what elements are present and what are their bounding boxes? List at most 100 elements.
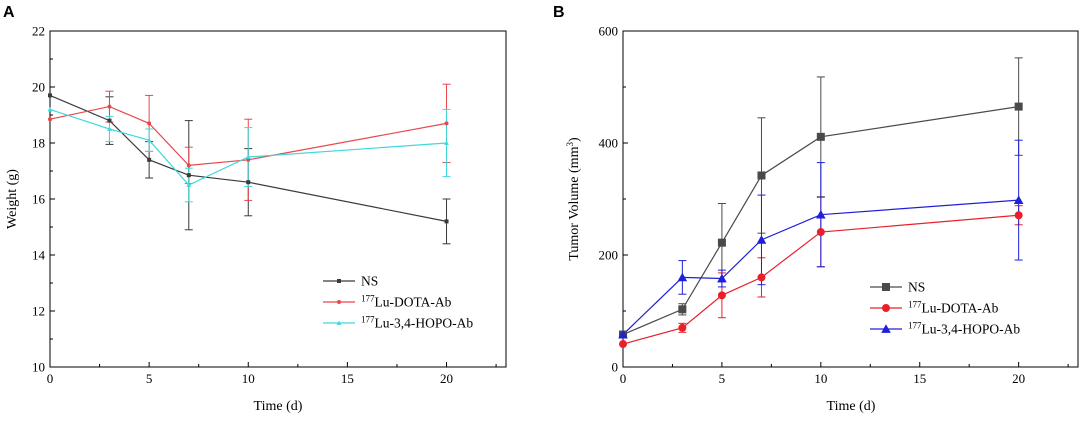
legend-main: Lu-DOTA-Ab xyxy=(375,295,452,310)
x-axis-title-b: Time (d) xyxy=(827,399,876,414)
data-point xyxy=(246,180,251,185)
y-axis-title-b: Tumor Volume (mm3) xyxy=(565,137,582,261)
legend-label: NS xyxy=(908,280,925,295)
legend-marker xyxy=(337,279,341,283)
x-tick-label: 5 xyxy=(146,371,153,386)
x-axis-title-a: Time (d) xyxy=(254,399,303,414)
data-point xyxy=(48,117,52,122)
series-line xyxy=(622,106,1019,336)
panel-label-a: A xyxy=(3,4,15,21)
series-line xyxy=(49,105,447,167)
x-tick-label: 20 xyxy=(440,371,453,386)
data-point xyxy=(1014,102,1023,111)
x-tick-label: 5 xyxy=(719,371,726,386)
plot-frame-b xyxy=(622,30,1079,368)
y-tick-label: 16 xyxy=(32,192,46,207)
panel-label-b: B xyxy=(553,4,565,21)
x-tick-label: 15 xyxy=(913,371,926,386)
legend-marker xyxy=(881,324,891,333)
legend-label: 177Lu-DOTA-Ab xyxy=(361,294,452,310)
legend-label: NS xyxy=(361,274,378,289)
y-axis-title-b-sup: 3 xyxy=(565,142,575,147)
legend-main: Lu-3,4-HOPO-Ab xyxy=(375,316,474,331)
data-point xyxy=(757,171,766,180)
data-point xyxy=(147,157,152,162)
data-point xyxy=(1014,211,1023,220)
data-point xyxy=(186,163,191,168)
data-point xyxy=(618,329,628,339)
x-tick-label: 0 xyxy=(47,371,54,386)
data-point xyxy=(186,173,191,178)
data-point xyxy=(756,235,767,244)
legend-sup: 177 xyxy=(908,321,922,331)
y-tick-label: 10 xyxy=(32,360,45,375)
data-point xyxy=(757,273,766,282)
data-point xyxy=(678,305,687,314)
data-point xyxy=(717,291,726,300)
data-point xyxy=(47,107,53,112)
y-axis-title-a: Weight (g) xyxy=(5,169,20,229)
legend-marker xyxy=(337,300,341,304)
markers-a xyxy=(47,93,449,224)
legend-marker xyxy=(336,320,342,325)
data-point xyxy=(147,121,152,126)
series-line xyxy=(49,94,447,222)
x-tick-label: 15 xyxy=(341,371,354,386)
data-point xyxy=(186,182,192,187)
x-tick-label: 0 xyxy=(620,371,627,386)
data-point xyxy=(107,118,112,123)
ticks-a: 0 5 10 15 20 10 12 14 16 18 20 22 xyxy=(32,24,497,386)
series-line xyxy=(49,108,447,186)
series-lines-b xyxy=(622,106,1019,345)
data-point xyxy=(444,140,449,145)
markers-b xyxy=(618,102,1024,349)
data-point xyxy=(816,228,825,237)
x-tick-label: 20 xyxy=(1012,371,1025,386)
data-point xyxy=(717,273,727,283)
data-point xyxy=(245,154,251,159)
data-point xyxy=(48,93,52,98)
legend-marker xyxy=(882,304,890,312)
legend-marker xyxy=(882,283,890,291)
data-point xyxy=(444,121,449,126)
data-point xyxy=(816,209,826,219)
legend-sup: 177 xyxy=(361,315,375,325)
y-tick-label: 20 xyxy=(32,80,45,95)
data-point xyxy=(444,219,449,224)
y-tick-label: 0 xyxy=(612,360,619,375)
legend-sup: 177 xyxy=(908,300,922,310)
legend-main: Lu-3,4-HOPO-Ab xyxy=(922,322,1021,337)
error-bars-a xyxy=(105,83,451,245)
data-point xyxy=(619,340,627,349)
y-tick-label: 18 xyxy=(32,136,45,151)
data-point xyxy=(816,132,825,141)
data-point xyxy=(1013,195,1024,204)
data-point xyxy=(677,272,688,282)
y-tick-label: 12 xyxy=(32,304,45,319)
data-point xyxy=(107,126,112,131)
x-tick-label: 10 xyxy=(242,371,255,386)
x-tick-label: 10 xyxy=(814,371,827,386)
y-tick-label: 22 xyxy=(32,24,45,39)
legend-main: Lu-DOTA-Ab xyxy=(922,301,999,316)
series-lines-a xyxy=(49,94,447,222)
legend-sup: 177 xyxy=(361,294,375,304)
series-line xyxy=(622,214,1019,345)
series-line xyxy=(622,199,1019,335)
y-axis-title-b-main: Tumor Volume (mm xyxy=(567,146,582,260)
data-point xyxy=(146,137,152,143)
y-tick-label: 600 xyxy=(599,24,619,39)
y-tick-label: 400 xyxy=(599,136,619,151)
data-point xyxy=(107,104,112,109)
legend-label: 177Lu-3,4-HOPO-Ab xyxy=(908,321,1020,337)
y-axis-title-b-end: ) xyxy=(567,137,582,142)
panel-a: A 0 5 10 15 20 10 12 14 16 18 20 22 Time (d) Weight… xyxy=(3,4,507,414)
legend-label: 177Lu-DOTA-Ab xyxy=(908,300,999,316)
y-tick-label: 200 xyxy=(599,248,619,263)
legend-label: 177Lu-3,4-HOPO-Ab xyxy=(361,315,473,331)
